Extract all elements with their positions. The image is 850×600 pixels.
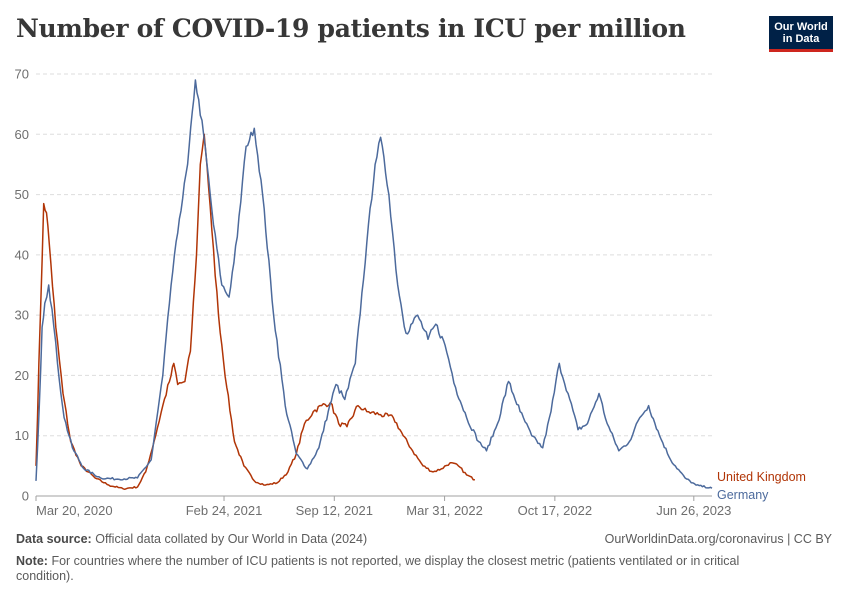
chart-title: Number of COVID-19 patients in ICU per m… [16, 14, 686, 43]
y-tick-label: 0 [22, 489, 29, 504]
series-label[interactable]: Germany [717, 488, 769, 502]
series-line-germany[interactable] [35, 79, 713, 489]
x-tick-label: Sep 12, 2021 [296, 503, 373, 518]
y-tick-label: 20 [15, 368, 29, 383]
y-axis: 0 10 20 30 40 50 60 70 [15, 67, 29, 504]
series-line-united-kingdom[interactable] [35, 133, 475, 491]
owid-logo[interactable]: Our World in Data [769, 16, 833, 52]
y-tick-label: 70 [15, 67, 29, 82]
series-labels: United Kingdom Germany [717, 470, 806, 502]
series-lines [35, 79, 713, 491]
y-tick-label: 40 [15, 247, 29, 262]
data-source: Data source: Official data collated by O… [16, 532, 367, 546]
logo-line-2: in Data [782, 33, 820, 45]
x-axis: Mar 20, 2020 Feb 24, 2021 Sep 12, 2021 Mar … [35, 496, 731, 518]
y-tick-label: 60 [15, 127, 29, 142]
note-label: Note: [16, 554, 48, 568]
note-text: For countries where the number of ICU pa… [16, 554, 740, 583]
source-url-link[interactable]: OurWorldinData.org/coronavirus | CC BY [604, 532, 832, 546]
y-tick-label: 50 [15, 187, 29, 202]
x-tick-label: Feb 24, 2021 [186, 503, 263, 518]
y-tick-label: 10 [15, 428, 29, 443]
data-source-text: Official data collated by Our World in D… [95, 532, 368, 546]
x-tick-label: Mar 20, 2020 [36, 503, 113, 518]
series-label[interactable]: United Kingdom [717, 470, 806, 484]
data-source-label: Data source: [16, 532, 92, 546]
x-tick-label: Mar 31, 2022 [406, 503, 483, 518]
logo-line-1: Our World [774, 21, 828, 33]
y-tick-label: 30 [15, 308, 29, 323]
x-tick-label: Oct 17, 2022 [518, 503, 592, 518]
gridlines [36, 73, 712, 497]
x-tick-label: Jun 26, 2023 [656, 503, 731, 518]
chart-note: Note: For countries where the number of … [16, 554, 776, 584]
